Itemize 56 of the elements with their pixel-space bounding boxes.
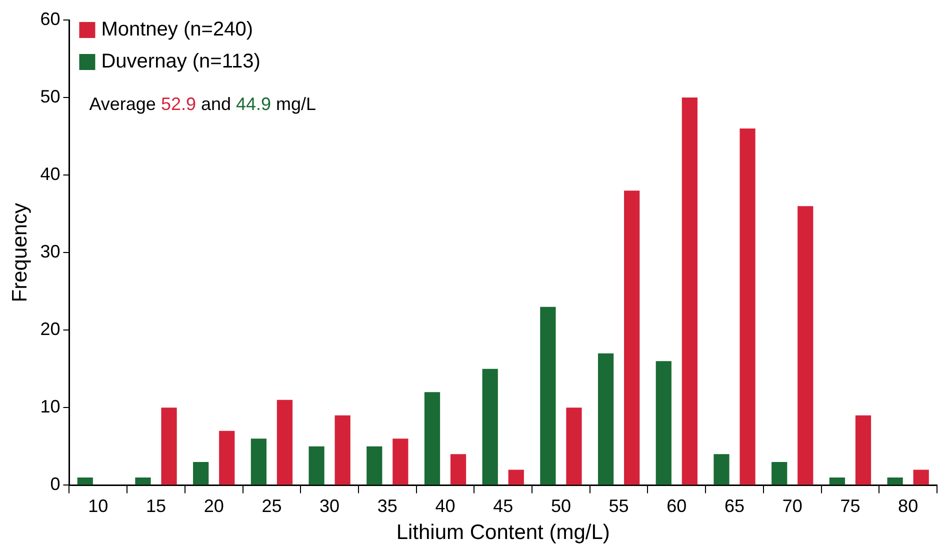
bar — [219, 430, 235, 485]
bar — [682, 98, 698, 485]
x-tick-label: 25 — [262, 496, 282, 516]
bar — [740, 128, 756, 485]
x-tick-label: 55 — [608, 496, 629, 516]
bar — [424, 392, 440, 485]
bar — [508, 470, 524, 485]
bar — [656, 361, 672, 485]
bar — [161, 408, 177, 485]
y-axis-title: Frequency — [8, 202, 32, 302]
bar — [540, 306, 556, 485]
bar — [887, 477, 903, 485]
bar — [250, 438, 266, 485]
bar — [366, 446, 382, 485]
x-tick-label: 45 — [493, 496, 514, 516]
bar — [598, 353, 614, 485]
y-tick-label: 40 — [40, 164, 60, 184]
bar — [624, 190, 640, 485]
legend-label: Duvernay (n=113) — [101, 50, 260, 73]
legend-label: Montney (n=240) — [101, 18, 253, 41]
x-tick-label: 70 — [782, 496, 802, 516]
y-tick-label: 20 — [40, 319, 60, 340]
x-tick-label: 20 — [204, 496, 224, 516]
bar — [450, 454, 466, 485]
bar — [334, 415, 350, 485]
y-tick-label: 60 — [40, 8, 60, 29]
bar — [855, 415, 872, 485]
x-tick-label: 80 — [898, 496, 918, 516]
x-tick-label: 35 — [377, 496, 398, 516]
x-tick-label: 10 — [88, 496, 108, 516]
x-tick-label: 15 — [146, 496, 166, 516]
bar — [913, 470, 929, 485]
x-axis-title: Lithium Content (mg/L) — [396, 521, 610, 544]
bar — [308, 446, 324, 485]
bar — [772, 462, 788, 485]
annotation: Average 52.9 and 44.9 mg/L — [89, 94, 316, 114]
bar — [482, 368, 498, 485]
bar — [798, 206, 814, 485]
bar — [135, 477, 151, 485]
y-tick-label: 10 — [40, 396, 60, 417]
x-tick-label: 60 — [666, 496, 687, 516]
x-tick-label: 50 — [550, 496, 571, 516]
bar — [193, 462, 209, 485]
bar — [276, 400, 293, 485]
x-tick-label: 75 — [840, 496, 860, 516]
x-tick-label: 30 — [320, 496, 340, 516]
bar — [392, 438, 408, 485]
y-tick-label: 30 — [40, 242, 60, 262]
x-tick-label: 65 — [724, 496, 745, 516]
y-tick-label: 50 — [40, 86, 60, 106]
x-tick-label: 40 — [435, 496, 456, 516]
bar — [714, 454, 730, 485]
y-tick-label: 0 — [50, 474, 60, 494]
bar — [829, 477, 846, 485]
bar — [77, 477, 93, 485]
bar — [566, 408, 582, 485]
